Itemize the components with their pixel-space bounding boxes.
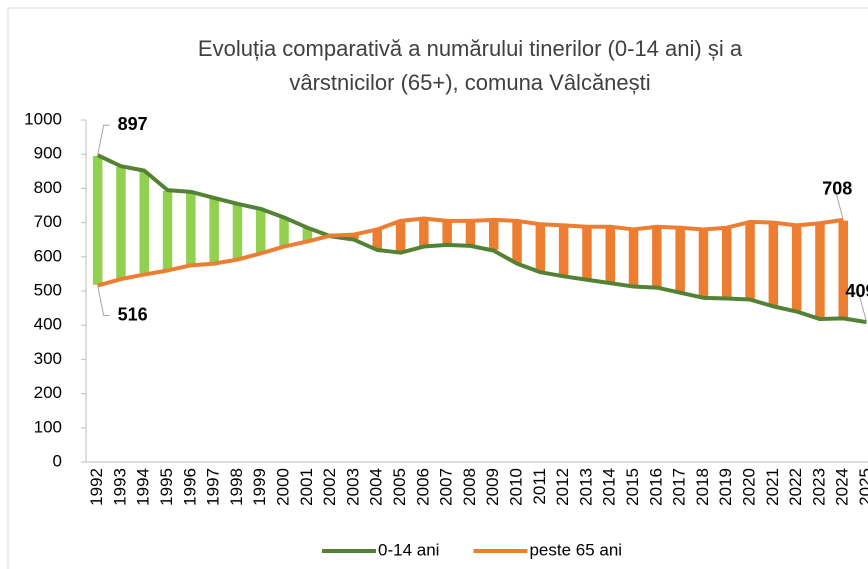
- up-down-bar: [720, 226, 733, 300]
- y-tick-label: 100: [34, 417, 62, 436]
- up-down-bar: [464, 220, 477, 247]
- x-tick-label: 2011: [530, 468, 549, 505]
- up-down-bar: [114, 165, 128, 280]
- up-down-bar: [138, 169, 151, 276]
- y-tick-label: 300: [34, 349, 62, 368]
- up-down-bar: [207, 197, 221, 265]
- x-tick-label: 1995: [157, 468, 176, 506]
- x-tick-label: 2004: [367, 468, 386, 506]
- x-tick-label: 1998: [227, 468, 246, 506]
- up-down-bar: [580, 225, 594, 281]
- y-tick-label: 400: [34, 315, 62, 334]
- data-label: 516: [118, 304, 148, 324]
- leader-line: [97, 285, 110, 317]
- data-label: 409: [846, 281, 868, 301]
- series-line: [97, 216, 844, 288]
- y-tick-label: 500: [34, 280, 62, 299]
- x-tick-label: 2021: [763, 468, 782, 506]
- x-tick-label: 2002: [320, 468, 339, 506]
- up-down-bar: [837, 219, 850, 320]
- x-tick-label: 1997: [204, 468, 223, 506]
- legend-label: 0-14 ani: [378, 540, 439, 559]
- x-tick-label: 2024: [833, 468, 852, 506]
- up-down-bar: [557, 224, 570, 278]
- up-down-bar: [743, 221, 757, 301]
- x-tick-label: 2023: [809, 468, 828, 506]
- x-tick-label: 2001: [297, 468, 316, 506]
- y-tick-label: 800: [34, 178, 62, 197]
- legend-label: peste 65 ani: [529, 540, 622, 559]
- chart-title: vârstnicilor (65+), comuna Vâlcănești: [289, 70, 650, 95]
- up-down-bar: [673, 226, 687, 294]
- up-down-bar: [231, 203, 244, 261]
- x-tick-label: 1994: [134, 468, 153, 506]
- up-down-bar: [510, 220, 524, 265]
- up-down-bar: [627, 228, 640, 288]
- x-tick-label: 2012: [553, 468, 572, 506]
- series-line: [96, 153, 867, 325]
- x-tick-label: 2003: [343, 468, 362, 506]
- y-tick-label: 700: [34, 212, 62, 231]
- up-down-bar: [790, 224, 803, 313]
- up-down-bar: [604, 225, 617, 284]
- up-down-bar: [650, 225, 664, 289]
- up-down-bar: [440, 220, 454, 246]
- up-down-bar: [254, 208, 267, 255]
- x-tick-label: 2019: [716, 468, 735, 506]
- y-tick-label: 200: [34, 383, 62, 402]
- up-down-bar: [417, 217, 431, 248]
- data-label: 708: [822, 179, 852, 199]
- x-tick-label: 2016: [646, 468, 665, 506]
- x-tick-label: 1996: [180, 468, 199, 506]
- leader-line: [834, 189, 844, 220]
- x-tick-label: 2009: [483, 468, 502, 506]
- x-tick-label: 1992: [87, 468, 106, 506]
- up-down-bar: [277, 216, 291, 248]
- up-down-bar: [161, 189, 174, 272]
- y-tick-label: 1000: [24, 109, 62, 128]
- up-down-bar: [487, 219, 500, 252]
- up-down-bar: [91, 154, 104, 287]
- x-tick-label: 2015: [623, 468, 642, 506]
- x-tick-label: 2018: [693, 468, 712, 506]
- up-down-bar: [534, 223, 547, 273]
- x-tick-label: 2022: [786, 468, 805, 506]
- x-tick-label: 2005: [390, 468, 409, 506]
- up-down-bar: [394, 220, 407, 254]
- x-tick-label: 2017: [670, 468, 689, 506]
- x-tick-label: 2008: [460, 468, 479, 506]
- x-tick-label: 2013: [576, 468, 595, 506]
- up-down-bar: [184, 191, 198, 267]
- chart-title: Evoluția comparativă a numărului tineril…: [198, 36, 743, 61]
- leader-line: [97, 124, 110, 156]
- x-tick-label: 2000: [274, 468, 293, 506]
- x-tick-label: 2025: [856, 468, 868, 506]
- data-label: 897: [118, 114, 148, 134]
- y-tick-label: 900: [34, 144, 62, 163]
- x-tick-label: 2006: [413, 468, 432, 506]
- x-tick-label: 2020: [740, 468, 759, 506]
- x-tick-label: 2010: [507, 468, 526, 506]
- up-down-bar: [767, 221, 780, 308]
- x-tick-label: 1993: [110, 468, 129, 506]
- y-tick-label: 0: [53, 451, 62, 470]
- x-tick-label: 1999: [250, 468, 269, 506]
- up-down-bar: [697, 228, 710, 299]
- leader-line: [858, 291, 868, 323]
- x-tick-label: 2014: [600, 468, 619, 506]
- up-down-bar: [813, 222, 827, 320]
- x-tick-label: 2007: [437, 468, 456, 506]
- y-tick-label: 600: [34, 246, 62, 265]
